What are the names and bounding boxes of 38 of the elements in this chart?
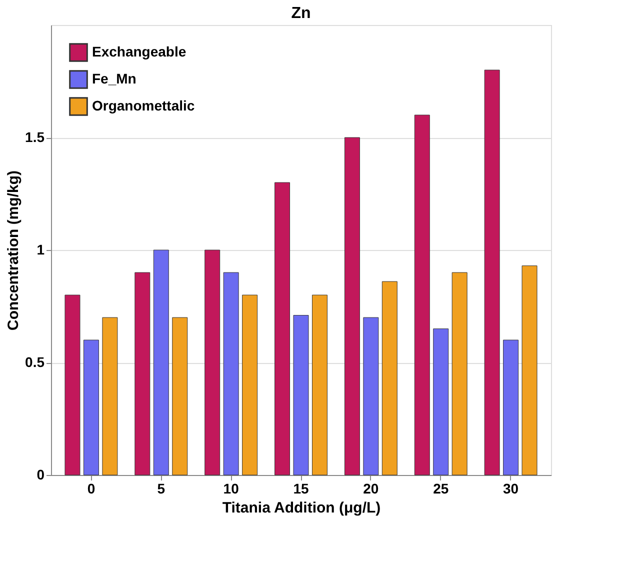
bar: [83, 340, 99, 476]
bar: [452, 272, 468, 476]
bar: [484, 70, 500, 476]
x-tick-label: 25: [433, 480, 449, 496]
x-axis-title: Titania Addition (μg/L): [222, 500, 381, 516]
bar: [344, 137, 360, 476]
bar: [64, 294, 80, 476]
bar: [102, 317, 118, 476]
bar: [134, 272, 150, 476]
bar: [274, 182, 290, 476]
bar: [172, 317, 188, 476]
x-tick-label: 15: [293, 480, 309, 496]
y-tick-label: 1.5: [25, 129, 45, 145]
bar: [363, 317, 379, 476]
bar: [503, 340, 519, 476]
bar: [223, 272, 239, 476]
x-tick-label: 20: [363, 480, 379, 496]
x-tick-label: 30: [503, 480, 519, 496]
bar: [293, 315, 309, 476]
bar: [242, 294, 258, 476]
chart-title: Zn: [291, 5, 311, 22]
y-tick-label: 0: [36, 466, 45, 482]
x-tick-label: 5: [157, 480, 166, 496]
legend-label: Exchangeable: [92, 44, 186, 60]
bar: [414, 114, 430, 476]
bar: [312, 294, 328, 476]
legend-label: Organomettalic: [92, 98, 195, 114]
bar: [153, 250, 169, 476]
y-tick-label: 0.5: [25, 354, 45, 370]
bar: [204, 250, 220, 476]
x-tick-label: 10: [223, 480, 240, 496]
bar: [433, 328, 449, 476]
y-axis-title: Concentration (mg/kg): [5, 170, 22, 330]
x-tick-label: 0: [87, 480, 96, 496]
y-tick-label: 1: [36, 242, 45, 258]
bar: [522, 266, 538, 476]
legend-label: Fe_Mn: [92, 70, 136, 86]
bar: [382, 281, 398, 476]
